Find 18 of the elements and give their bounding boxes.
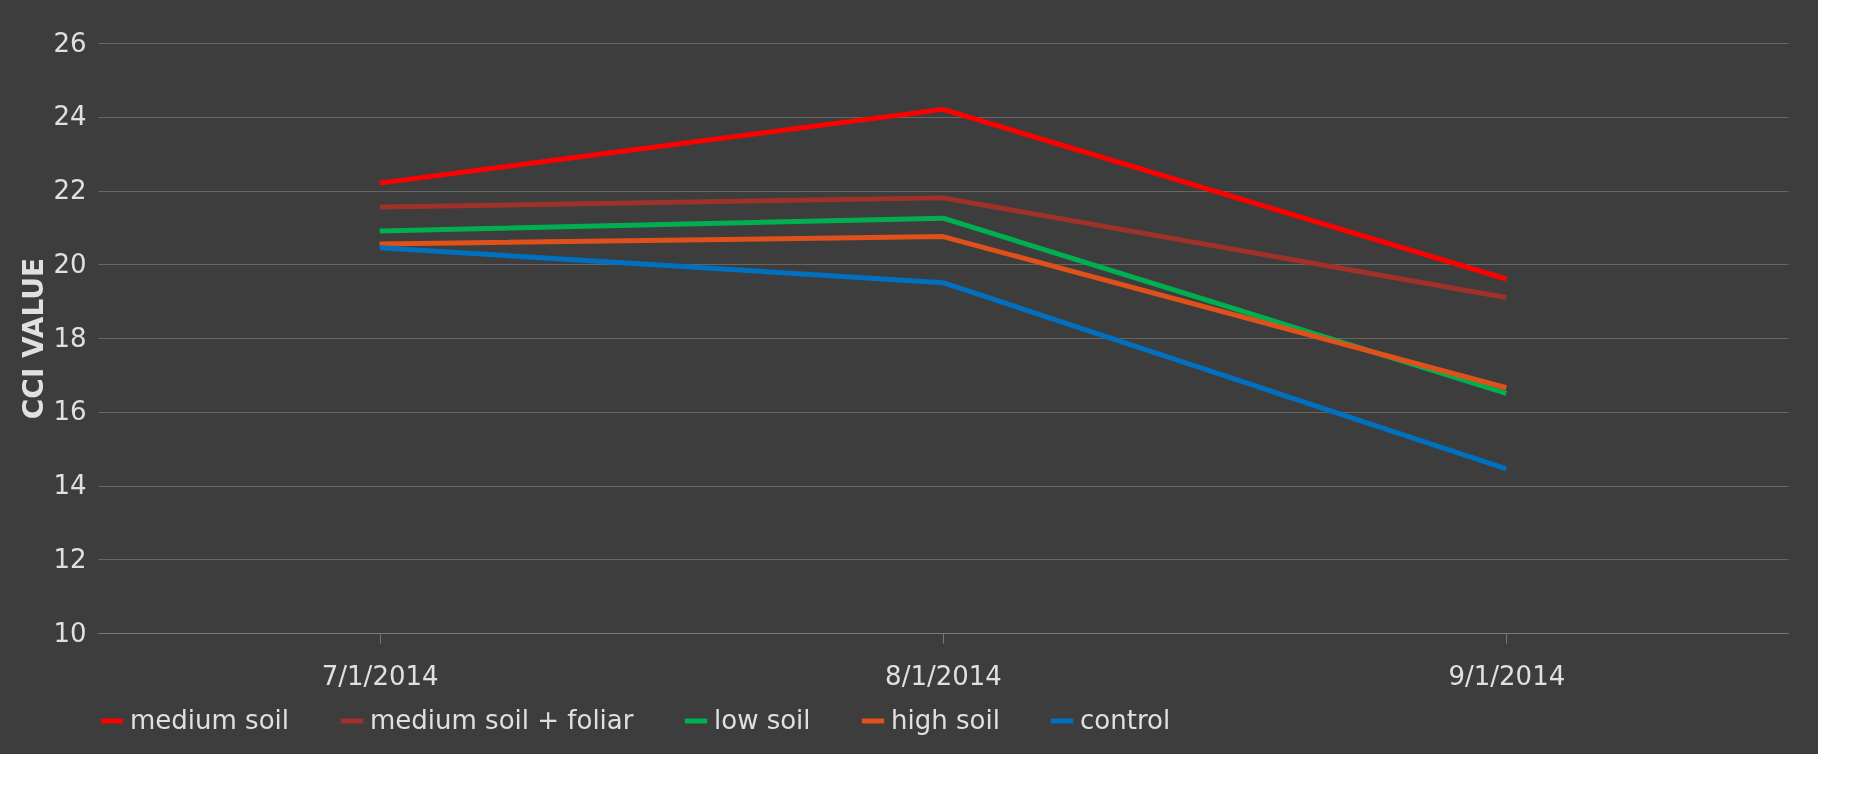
legend-label: low soil <box>714 705 811 735</box>
y-tick-label: 24 <box>53 101 87 132</box>
y-tick-label: 20 <box>53 248 87 279</box>
y-axis-title: CCI VALUE <box>17 257 51 420</box>
x-tick-label: 7/1/2014 <box>321 660 439 691</box>
legend-label: high soil <box>891 705 1000 735</box>
y-tick-label: 16 <box>53 396 87 427</box>
legend-label: medium soil <box>130 705 290 735</box>
legend-label: control <box>1080 705 1171 735</box>
y-tick-label: 12 <box>53 543 87 574</box>
x-tick-label: 8/1/2014 <box>885 660 1002 691</box>
y-tick-label: 26 <box>53 27 87 58</box>
y-tick-label: 10 <box>53 617 87 648</box>
x-tick-label: 9/1/2014 <box>1448 660 1566 691</box>
y-tick-label: 22 <box>53 175 87 205</box>
y-tick-label: 18 <box>53 322 87 353</box>
legend-label: medium soil + foliar <box>370 705 634 735</box>
y-tick-label: 14 <box>53 470 87 500</box>
